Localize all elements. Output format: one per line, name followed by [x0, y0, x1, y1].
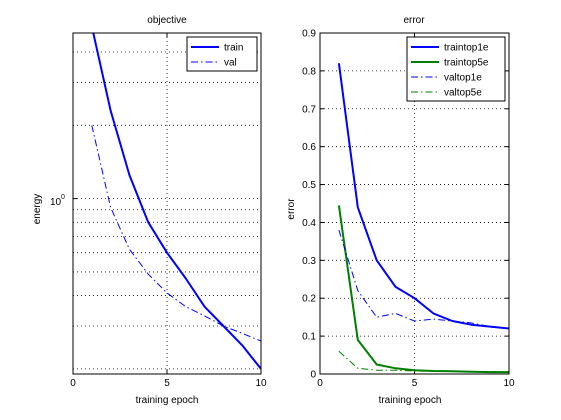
series-line-valtop5e [338, 350, 509, 373]
x-tick-label: 5 [412, 378, 418, 389]
legend-label-traintop5e: traintop5e [444, 58, 489, 69]
y-tick-label: 0.6 [302, 142, 316, 153]
error-panel: error training epoch error 0 5 10 00.10.20… [286, 15, 515, 406]
y-tick-label: 0.2 [302, 294, 316, 305]
objective-xlabel: training epoch [136, 395, 199, 406]
legend-label-train: train [224, 43, 243, 54]
objective-y-tick-base: 10 [50, 197, 62, 208]
y-tick-label: 0 [310, 370, 316, 381]
objective-legend: train val [186, 36, 258, 72]
series-line-val [91, 125, 261, 342]
y-tick-label: 0.3 [302, 256, 316, 267]
y-tick-label: 0.9 [302, 29, 316, 40]
objective-y-tick: 10 0 [50, 194, 65, 208]
error-legend: traintop1e traintop5e valtop1e valtop5e [406, 36, 506, 102]
objective-y-tick-exponent: 0 [61, 194, 65, 201]
error-axes-box [319, 32, 510, 375]
error-ylabel: error [286, 198, 297, 220]
objective-panel: objective training epoch energy 0 5 10 10 … [32, 15, 267, 406]
x-tick-label: 0 [317, 378, 323, 389]
legend-label-valtop1e: valtop1e [444, 73, 482, 84]
y-tick-label: 0.1 [302, 332, 316, 343]
error-y-ticks: 0 0.1 0.2 0.3 0.4 0.5 0.6 0.7 0.8 0.9 [302, 29, 509, 381]
legend-box [186, 36, 258, 72]
objective-ylabel: energy [32, 194, 43, 225]
y-tick-label: 0.5 [302, 180, 316, 191]
error-series [337, 63, 509, 374]
x-tick-label: 10 [503, 378, 515, 389]
objective-title: objective [147, 15, 187, 26]
x-tick-label: 5 [164, 378, 170, 389]
series-line-traintop1e [337, 63, 509, 330]
objective-series [91, 33, 261, 370]
objective-axes-box [72, 32, 262, 375]
legend-label-valtop5e: valtop5e [444, 88, 482, 99]
error-title: error [403, 15, 425, 26]
y-tick-label: 0.4 [302, 218, 316, 229]
error-xlabel: training epoch [379, 395, 442, 406]
x-tick-label: 0 [70, 378, 76, 389]
series-line-valtop1e [338, 229, 509, 329]
y-tick-label: 0.8 [302, 66, 316, 77]
x-tick-label: 10 [255, 378, 267, 389]
legend-label-traintop1e: traintop1e [444, 43, 489, 54]
y-tick-label: 0.7 [302, 104, 316, 115]
legend-label-val: val [224, 58, 237, 69]
series-line-train [92, 33, 261, 370]
